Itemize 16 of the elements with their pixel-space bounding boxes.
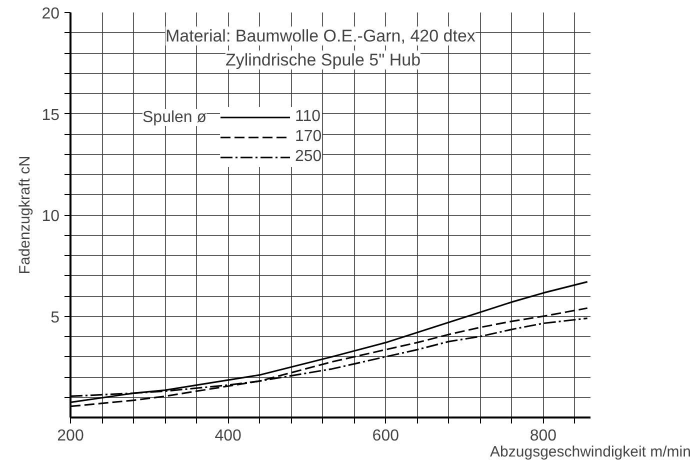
x-tick-label: 200 [57, 428, 84, 444]
legend-label: 110 [295, 108, 321, 126]
x-tick-label: 800 [530, 428, 557, 444]
x-tick-label: 400 [214, 428, 242, 444]
x-tick-label: 600 [372, 428, 400, 444]
x-axis-title: Abzugsgeschwindigkeit m/min [490, 444, 690, 460]
legend-title: Spulen ø [142, 109, 207, 126]
text: Zylindrische Spule 5" Hub [226, 50, 421, 70]
legend-label: 250 [295, 148, 322, 166]
y-tick-label: 10 [42, 208, 60, 225]
legend-label: 170 [295, 128, 322, 146]
text: Material: Baumwolle O.E.-Garn, 420 dtex [166, 26, 476, 46]
y-tick-label: 15 [42, 106, 60, 124]
y-tick-label: 5 [50, 309, 60, 326]
y-tick-label: 20 [42, 6, 60, 22]
y-axis-title: Fadenzugkraft cN [16, 156, 34, 274]
